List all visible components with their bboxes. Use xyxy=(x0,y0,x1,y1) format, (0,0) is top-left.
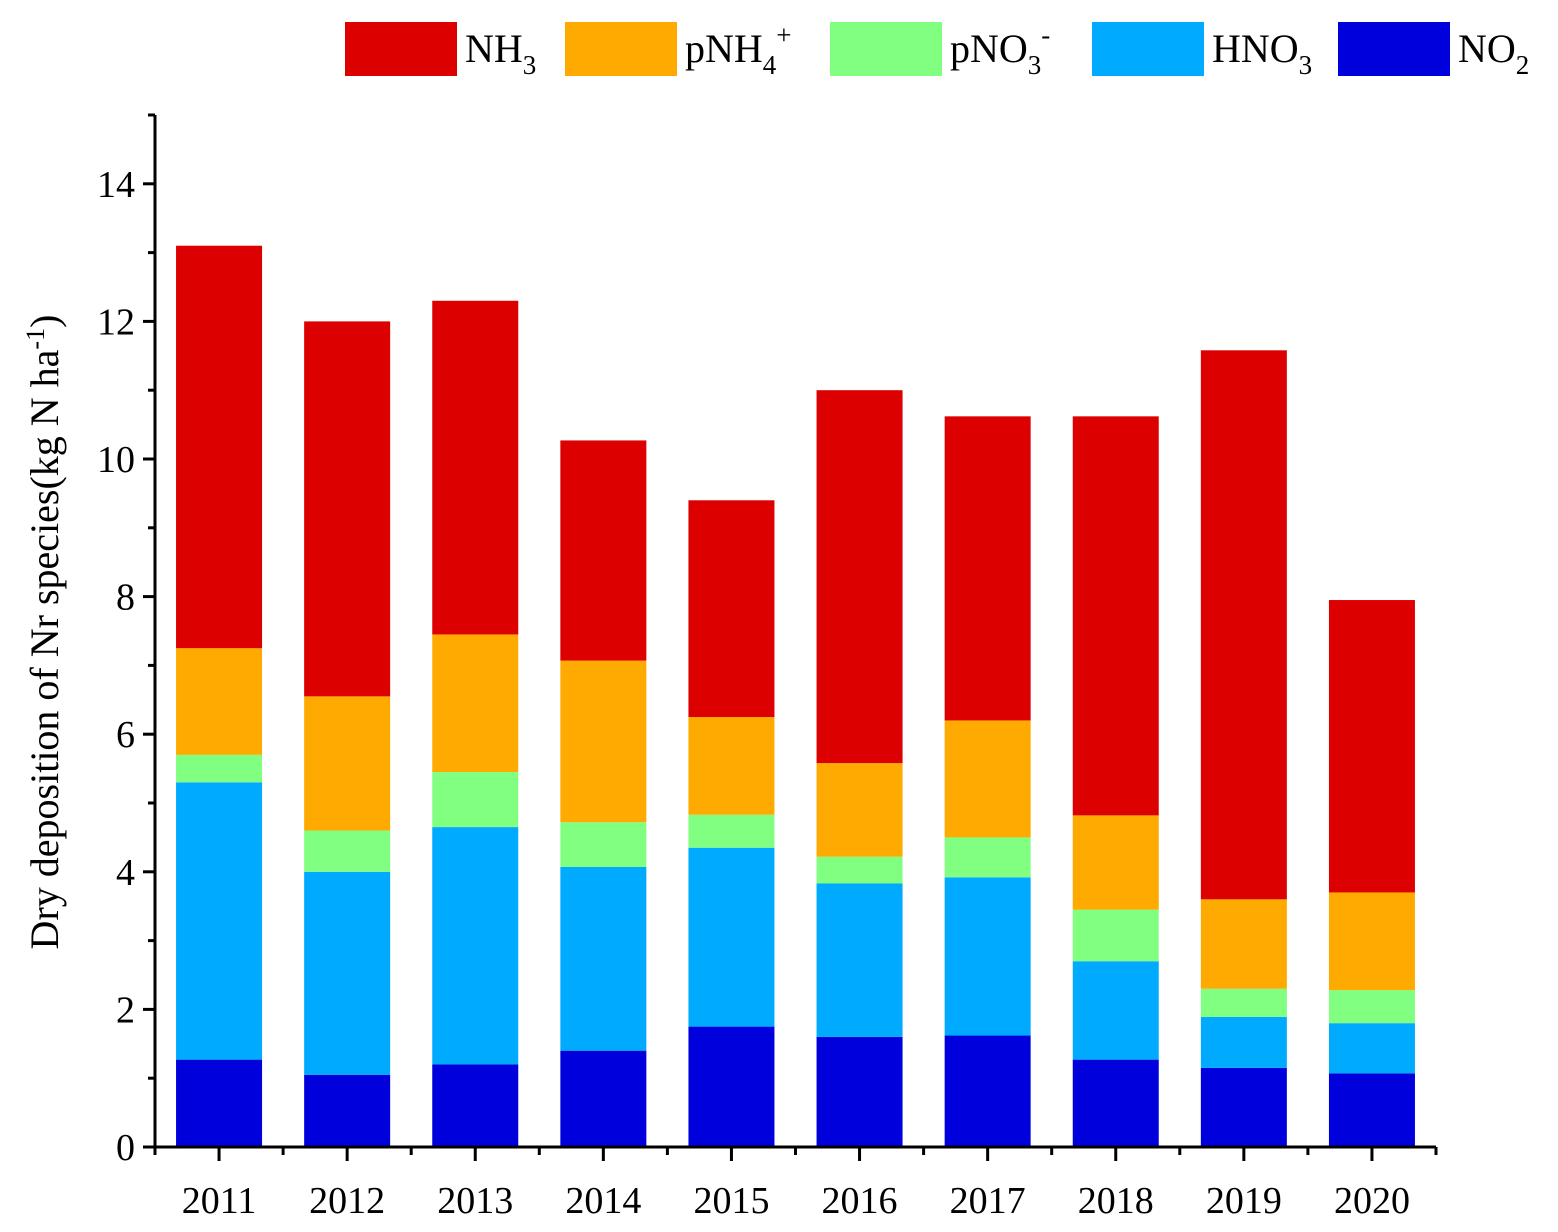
legend-swatch-pNH4+ xyxy=(565,22,677,76)
bar-segment-pNO3--2019 xyxy=(1200,988,1287,1017)
x-tick-label: 2019 xyxy=(1206,1180,1282,1222)
x-tick-label: 2012 xyxy=(309,1180,385,1222)
bar-segment-NO2-2019 xyxy=(1200,1067,1287,1147)
bar-segment-pNH4+-2012 xyxy=(304,696,391,831)
bar-segment-HNO3-2020 xyxy=(1328,1023,1415,1074)
x-tick-label: 2013 xyxy=(437,1180,513,1222)
legend-label-pNH4+: pNH4+ xyxy=(685,20,792,80)
y-tick-label: 2 xyxy=(116,989,135,1031)
bar-segment-pNO3--2011 xyxy=(176,754,263,783)
bar-segment-NO2-2012 xyxy=(304,1074,391,1147)
bar-segment-pNO3--2013 xyxy=(432,772,519,828)
bar-segment-NO2-2016 xyxy=(816,1036,903,1147)
bar-segment-pNO3--2014 xyxy=(560,822,647,867)
bar-segment-HNO3-2014 xyxy=(560,866,647,1051)
bar-segment-pNH4+-2018 xyxy=(1072,815,1159,910)
bar-segment-NH3-2018 xyxy=(1072,416,1159,816)
legend-swatch-NH3 xyxy=(345,22,457,76)
legend-swatch-NO2 xyxy=(1338,22,1450,76)
y-axis-title-close: ) xyxy=(22,315,67,328)
bar-segment-NH3-2016 xyxy=(816,390,903,764)
y-axis-title-sup: -1 xyxy=(21,328,50,350)
bar-segment-pNH4+-2011 xyxy=(176,648,263,755)
x-tick-label: 2016 xyxy=(822,1180,898,1222)
bar-segment-NH3-2019 xyxy=(1200,350,1287,900)
bar-segment-NH3-2020 xyxy=(1328,600,1415,893)
bar-segment-pNH4+-2013 xyxy=(432,634,519,773)
bar-segment-HNO3-2018 xyxy=(1072,961,1159,1060)
bar-segment-NH3-2017 xyxy=(944,416,1031,721)
bar-segment-NO2-2011 xyxy=(176,1059,263,1147)
legend-label-HNO3: HNO3 xyxy=(1212,26,1312,80)
y-tick-label: 10 xyxy=(97,439,135,481)
bar-segment-pNO3--2012 xyxy=(304,830,391,872)
bar-segment-pNO3--2015 xyxy=(688,814,775,848)
y-tick-label: 14 xyxy=(97,164,135,206)
bar-segment-NH3-2015 xyxy=(688,500,775,717)
x-tick-label: 2015 xyxy=(693,1180,769,1222)
bars xyxy=(176,245,1415,1147)
x-tick-label: 2014 xyxy=(565,1180,641,1222)
bar-segment-NO2-2017 xyxy=(944,1035,1031,1147)
y-tick-label: 8 xyxy=(116,577,135,619)
bar-segment-pNH4+-2020 xyxy=(1328,892,1415,991)
bar-segment-HNO3-2012 xyxy=(304,871,391,1075)
bar-segment-HNO3-2015 xyxy=(688,847,775,1027)
legend-swatch-HNO3 xyxy=(1092,22,1204,76)
bar-segment-pNH4+-2017 xyxy=(944,720,1031,838)
bar-segment-pNH4+-2016 xyxy=(816,763,903,857)
bar-segment-HNO3-2019 xyxy=(1200,1016,1287,1068)
bar-segment-NO2-2015 xyxy=(688,1026,775,1147)
bar-segment-HNO3-2017 xyxy=(944,877,1031,1036)
x-tick-label: 2020 xyxy=(1334,1180,1410,1222)
y-axis-title: Dry deposition of Nr species(kg N ha-1) xyxy=(21,315,67,950)
legend: NH3 pNH4+ pNO3- HNO3 NO2 xyxy=(345,20,1529,80)
bar-segment-HNO3-2016 xyxy=(816,883,903,1037)
bar-segment-pNO3--2016 xyxy=(816,856,903,884)
bar-segment-NH3-2012 xyxy=(304,321,391,697)
y-tick-label: 12 xyxy=(97,301,135,343)
bar-segment-NO2-2014 xyxy=(560,1050,647,1147)
y-tick-label: 6 xyxy=(116,714,135,756)
bar-segment-pNO3--2020 xyxy=(1328,990,1415,1024)
legend-label-NO2: NO2 xyxy=(1458,26,1529,80)
x-tick-label: 2017 xyxy=(950,1180,1026,1222)
bar-segment-pNO3--2017 xyxy=(944,837,1031,878)
y-tick-label: 4 xyxy=(116,852,135,894)
bar-segment-pNH4+-2015 xyxy=(688,717,775,815)
bar-segment-pNH4+-2014 xyxy=(560,660,647,823)
y-tick-label: 0 xyxy=(116,1127,135,1169)
x-tick-label: 2018 xyxy=(1078,1180,1154,1222)
bar-segment-NH3-2013 xyxy=(432,300,519,635)
bar-segment-NH3-2014 xyxy=(560,440,647,661)
legend-swatch-pNO3- xyxy=(830,22,942,76)
y-ticks: 0 2 4 6 8 10 12 14 xyxy=(97,113,155,1169)
bar-segment-HNO3-2011 xyxy=(176,782,263,1060)
y-axis-title-main: Dry deposition of Nr species(kg N ha xyxy=(22,349,67,949)
bar-segment-NH3-2011 xyxy=(176,245,263,649)
legend-label-pNO3-: pNO3- xyxy=(950,20,1050,80)
bar-segment-NO2-2020 xyxy=(1328,1073,1415,1147)
bar-segment-NO2-2013 xyxy=(432,1064,519,1147)
bar-segment-NO2-2018 xyxy=(1072,1059,1159,1147)
bar-segment-pNH4+-2019 xyxy=(1200,899,1287,989)
bar-segment-HNO3-2013 xyxy=(432,827,519,1065)
x-tick-label: 2011 xyxy=(182,1180,257,1222)
legend-label-NH3: NH3 xyxy=(465,26,536,80)
x-ticks: 2011 2012 2013 2014 2015 2016 2017 2018 2019 2020 xyxy=(153,1147,1438,1222)
bar-segment-pNO3--2018 xyxy=(1072,909,1159,962)
